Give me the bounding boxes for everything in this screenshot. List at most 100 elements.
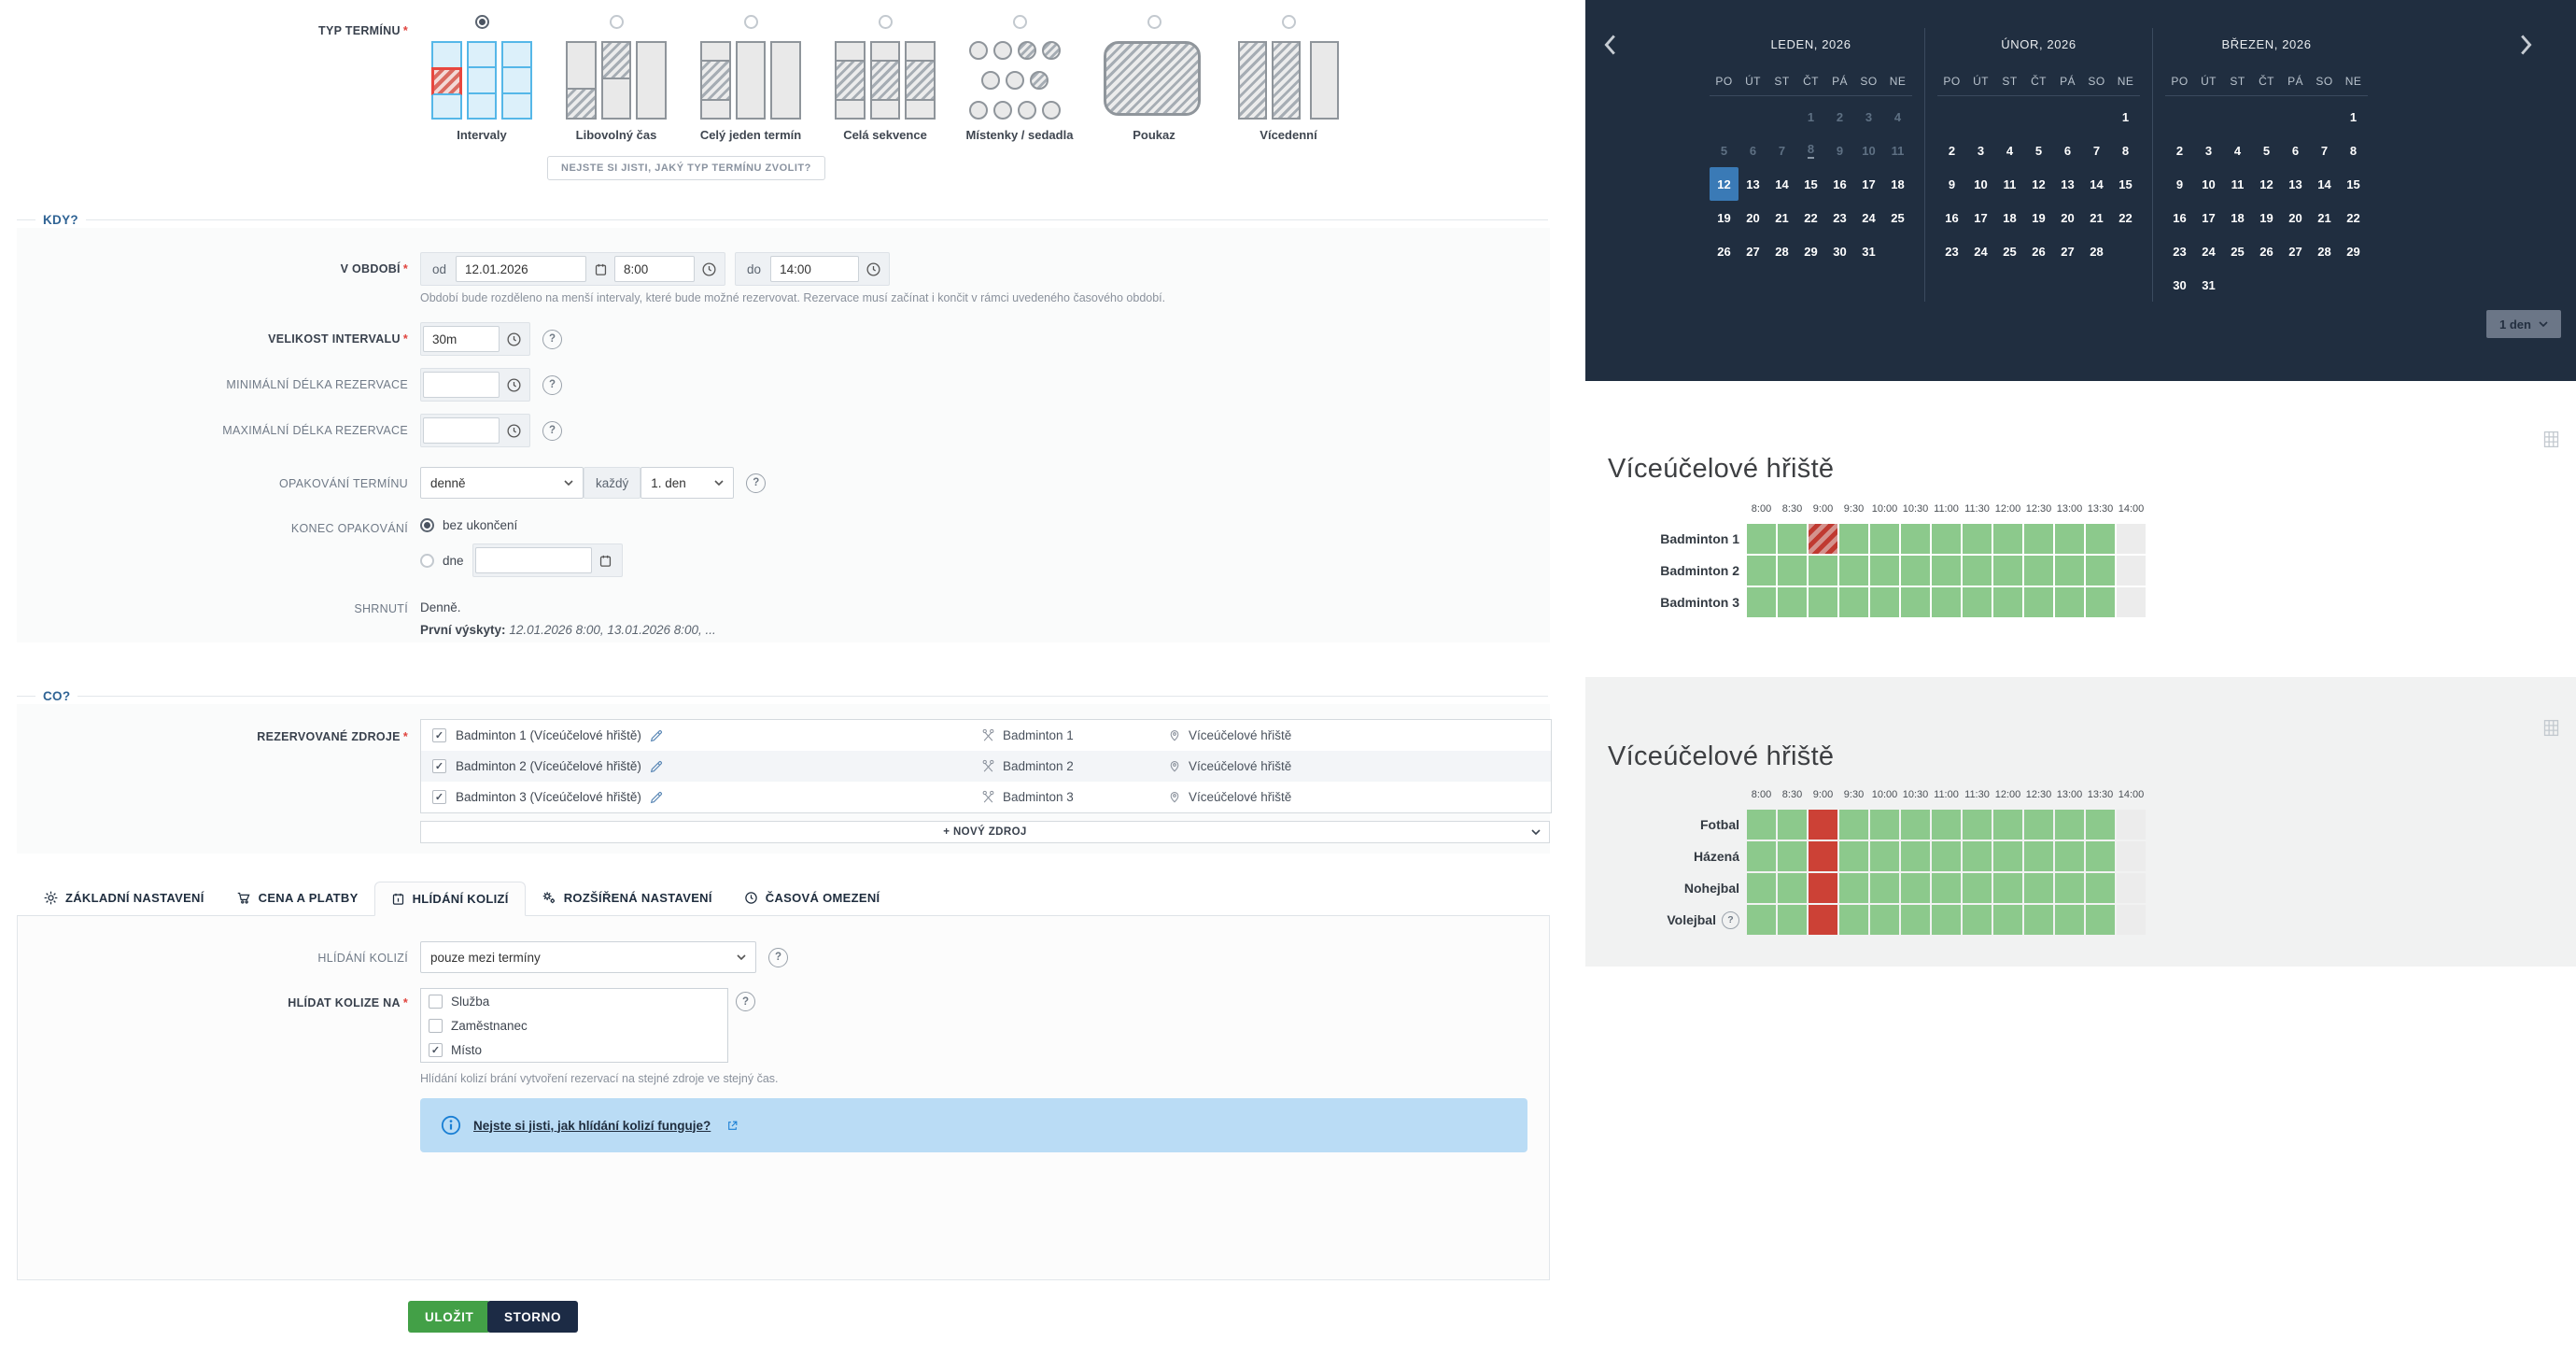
- type-help-button[interactable]: NEJSTE SI JISTI, JAKÝ TYP TERMÍNU ZVOLIT…: [547, 156, 825, 180]
- repeat-help-icon[interactable]: ?: [746, 473, 767, 493]
- calendar-day-17[interactable]: 17: [1974, 210, 1988, 225]
- max-length-clock-button[interactable]: [500, 416, 528, 445]
- calendar-day-16[interactable]: 16: [1945, 210, 1959, 225]
- calendar-day-24[interactable]: 24: [2202, 244, 2216, 259]
- calendar-day-9[interactable]: 9: [1836, 143, 1844, 158]
- calendar-day-22[interactable]: 22: [1804, 210, 1818, 225]
- calendar-day-7[interactable]: 7: [2092, 143, 2101, 158]
- period-date-calendar-button[interactable]: [586, 255, 614, 283]
- type-radio-v-cedenn[interactable]: [1281, 15, 1296, 29]
- calendar-day-4[interactable]: 4: [2233, 143, 2242, 158]
- calendar-day-22[interactable]: 22: [2346, 210, 2360, 225]
- resource-checkbox[interactable]: ✓: [432, 790, 446, 804]
- grid-icon[interactable]: [2541, 718, 2561, 738]
- edit-resource-icon[interactable]: [649, 790, 664, 805]
- interval-size-input[interactable]: 30m: [423, 326, 500, 352]
- collision-mode-help-icon[interactable]: ?: [768, 947, 788, 967]
- calendar-day-25[interactable]: 25: [1891, 210, 1905, 225]
- calendar-day-7[interactable]: 7: [1778, 143, 1786, 158]
- calendar-day-11[interactable]: 11: [2231, 176, 2245, 191]
- calendar-day-2[interactable]: 2: [2175, 143, 2184, 158]
- calendar-day-12[interactable]: 12: [2032, 176, 2046, 191]
- calendar-day-13[interactable]: 13: [2288, 176, 2302, 191]
- calendar-day-15[interactable]: 15: [2119, 176, 2133, 191]
- calendar-day-23[interactable]: 23: [1833, 210, 1847, 225]
- calendar-day-14[interactable]: 14: [2090, 176, 2104, 191]
- calendar-day-18[interactable]: 18: [2231, 210, 2245, 225]
- calendar-day-2[interactable]: 2: [1948, 143, 1956, 158]
- calendar-day-4[interactable]: 4: [2006, 143, 2014, 158]
- calendar-day-13[interactable]: 13: [2061, 176, 2075, 191]
- calendar-day-31[interactable]: 31: [2202, 277, 2216, 292]
- calendar-day-19[interactable]: 19: [1717, 210, 1731, 225]
- calendar-day-17[interactable]: 17: [2202, 210, 2216, 225]
- tab-asov-omezen[interactable]: ČASOVÁ OMEZENÍ: [728, 881, 896, 915]
- calendar-day-5[interactable]: 5: [1720, 143, 1728, 158]
- calendar-day-3[interactable]: 3: [1865, 109, 1873, 124]
- interval-size-help-icon[interactable]: ?: [542, 329, 562, 349]
- edit-resource-icon[interactable]: [649, 728, 664, 743]
- save-button[interactable]: ULOŽIT: [408, 1301, 491, 1333]
- repeat-end-no-end-option[interactable]: bez ukončení: [420, 518, 517, 532]
- period-date-input[interactable]: 12.01.2026: [456, 256, 587, 282]
- type-option-v-cedenn[interactable]: Vícedenní: [1221, 15, 1356, 142]
- calendar-day-22[interactable]: 22: [2119, 210, 2133, 225]
- calendar-day-11[interactable]: 11: [1891, 143, 1905, 158]
- calendar-day-28[interactable]: 28: [2090, 244, 2104, 259]
- calendar-day-1[interactable]: 1: [2349, 109, 2358, 124]
- type-option-m-stenky-sedadla[interactable]: Místenky / sedadla: [952, 15, 1087, 142]
- type-radio-m-stenky-sedadla[interactable]: [1012, 15, 1027, 29]
- on-date-calendar-button[interactable]: [592, 546, 620, 574]
- period-time-to-clock-button[interactable]: [859, 255, 887, 283]
- calendar-day-17[interactable]: 17: [1862, 176, 1876, 191]
- repeat-interval-select[interactable]: 1. den: [640, 467, 735, 499]
- min-length-clock-button[interactable]: [500, 371, 528, 399]
- tab-cena-a-platby[interactable]: CENA A PLATBY: [220, 881, 374, 915]
- new-resource-select[interactable]: + NOVÝ ZDROJ: [420, 821, 1550, 843]
- calendar-day-26[interactable]: 26: [2259, 244, 2273, 259]
- calendar-day-9[interactable]: 9: [1948, 176, 1956, 191]
- repeat-frequency-select[interactable]: denně: [420, 467, 584, 499]
- calendar-day-29[interactable]: 29: [2346, 244, 2360, 259]
- calendar-day-23[interactable]: 23: [2173, 244, 2187, 259]
- calendar-day-12[interactable]: 12: [1710, 167, 1738, 201]
- collision-mode-select[interactable]: pouze mezi termíny: [420, 941, 756, 973]
- calendar-next-icon[interactable]: [2519, 34, 2534, 56]
- calendar-day-18[interactable]: 18: [1891, 176, 1905, 191]
- period-time-from-input[interactable]: 8:00: [614, 256, 696, 282]
- calendar-day-24[interactable]: 24: [1862, 210, 1876, 225]
- calendar-day-24[interactable]: 24: [1974, 244, 1988, 259]
- collision-option-m-sto[interactable]: ✓ Místo: [421, 1037, 727, 1062]
- type-radio-poukaz[interactable]: [1147, 15, 1161, 29]
- type-option-intervaly[interactable]: Intervaly: [415, 15, 549, 142]
- calendar-day-3[interactable]: 3: [1977, 143, 1985, 158]
- collision-watch-help-icon[interactable]: ?: [736, 992, 755, 1011]
- calendar-day-14[interactable]: 14: [1775, 176, 1789, 191]
- calendar-day-29[interactable]: 29: [1804, 244, 1818, 259]
- grid-icon[interactable]: [2541, 430, 2561, 449]
- calendar-day-10[interactable]: 10: [1862, 143, 1876, 158]
- type-radio-intervaly[interactable]: [474, 15, 489, 29]
- calendar-day-3[interactable]: 3: [2204, 143, 2213, 158]
- resource-checkbox[interactable]: ✓: [432, 728, 446, 742]
- calendar-day-10[interactable]: 10: [2202, 176, 2216, 191]
- calendar-day-20[interactable]: 20: [2061, 210, 2075, 225]
- on-date-radio[interactable]: [420, 553, 434, 568]
- calendar-prev-icon[interactable]: [1602, 34, 1617, 56]
- calendar-day-27[interactable]: 27: [1746, 244, 1760, 259]
- interval-size-clock-button[interactable]: [500, 325, 528, 353]
- calendar-day-13[interactable]: 13: [1746, 176, 1760, 191]
- calendar-day-21[interactable]: 21: [1775, 210, 1789, 225]
- type-option-libovoln-as[interactable]: Libovolný čas: [549, 15, 683, 142]
- min-length-input[interactable]: [423, 372, 500, 398]
- calendar-day-15[interactable]: 15: [1804, 176, 1818, 191]
- calendar-day-26[interactable]: 26: [1717, 244, 1731, 259]
- calendar-day-16[interactable]: 16: [2173, 210, 2187, 225]
- calendar-day-21[interactable]: 21: [2317, 210, 2331, 225]
- calendar-day-14[interactable]: 14: [2317, 176, 2331, 191]
- calendar-day-26[interactable]: 26: [2032, 244, 2046, 259]
- calendar-day-21[interactable]: 21: [2090, 210, 2104, 225]
- resource-row[interactable]: ✓ Badminton 1 (Víceúčelové hřiště) Badmint…: [421, 720, 1551, 751]
- calendar-day-27[interactable]: 27: [2061, 244, 2075, 259]
- row-help-icon[interactable]: ?: [1722, 910, 1739, 929]
